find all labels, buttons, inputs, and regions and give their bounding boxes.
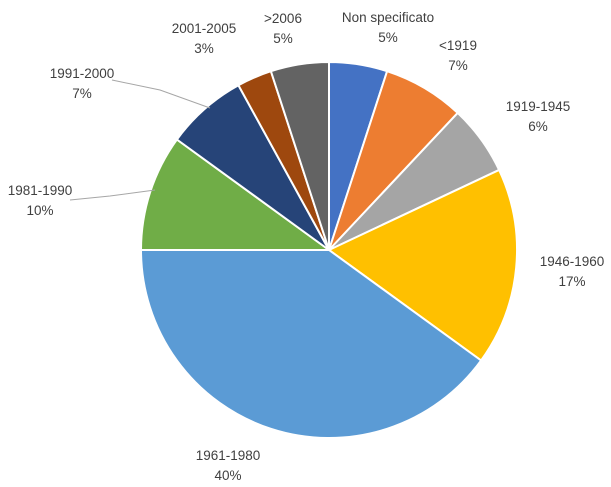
category-label: 2001-2005 — [172, 21, 237, 36]
data-label: 1919-1945 6% — [506, 99, 571, 134]
pie-slice-1981-1990 — [139, 138, 333, 251]
data-label: 1961-1980 40% — [196, 448, 261, 483]
pie-slice-1946-1960 — [327, 168, 518, 362]
pie-slice-2006 — [269, 60, 330, 251]
labels-layer: Non specificato 5% <1919 7% 1919-1945 6% 1946-… — [8, 10, 605, 483]
percent-label: 3% — [194, 41, 214, 56]
percent-label: 7% — [448, 58, 468, 73]
data-label: 2001-2005 3% — [172, 21, 237, 56]
category-label: 1981-1990 — [8, 183, 73, 198]
category-label: 1961-1980 — [196, 448, 261, 463]
data-label: >2006 5% — [264, 11, 302, 46]
data-label: <1919 7% — [439, 38, 477, 73]
data-label: 1946-1960 17% — [540, 254, 605, 289]
data-label: 1981-1990 10% — [8, 183, 73, 218]
percent-label: 40% — [214, 468, 241, 482]
leader-line — [69, 189, 156, 201]
category-label: 1946-1960 — [540, 254, 605, 269]
leader-lines-layer — [69, 79, 211, 201]
slices-layer — [139, 60, 518, 439]
pie-slice-1961-1980 — [139, 249, 483, 439]
percent-label: 6% — [528, 119, 548, 134]
percent-label: 17% — [558, 274, 585, 289]
data-label: Non specificato 5% — [342, 10, 434, 45]
percent-label: 7% — [72, 86, 92, 101]
category-label: 1919-1945 — [506, 99, 571, 114]
percent-label: 5% — [273, 31, 293, 46]
data-label: 1991-2000 7% — [50, 66, 115, 101]
category-label: Non specificato — [342, 10, 434, 25]
percent-label: 10% — [26, 203, 53, 218]
leader-line — [111, 79, 211, 109]
category-label: 1991-2000 — [50, 66, 115, 81]
percent-label: 5% — [378, 30, 398, 45]
category-label: <1919 — [439, 38, 477, 53]
category-label: >2006 — [264, 11, 302, 26]
